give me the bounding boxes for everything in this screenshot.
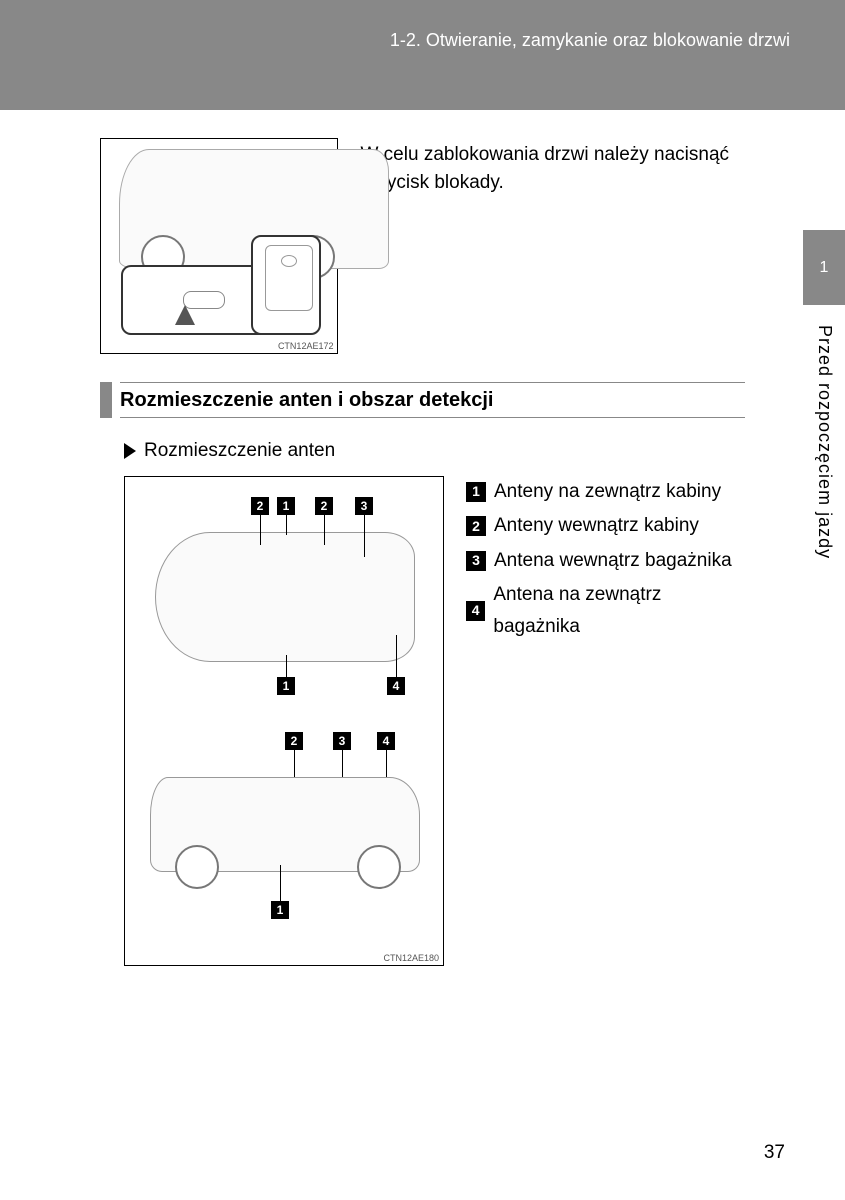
legend-text: Antena na zewnątrz bagażnika [493, 579, 745, 644]
callout-box: 1 [271, 901, 289, 919]
subheading-text: Rozmieszczenie anten [144, 440, 335, 462]
legend-text: Anteny wewnątrz kabiny [494, 510, 699, 542]
antenna-row: 2 1 2 3 1 4 2 3 4 [100, 476, 745, 966]
callout-box: 3 [333, 732, 351, 750]
header-bar: 1-2. Otwieranie, zamykanie oraz blokowan… [0, 0, 845, 110]
legend-list: 1 Anteny na zewnątrz kabiny 2 Anteny wew… [466, 476, 745, 645]
heading-text-wrap: Rozmieszczenie anten i obszar detekcji [120, 382, 745, 418]
press-arrow-icon [175, 305, 195, 325]
section-heading: Rozmieszczenie anten i obszar detekcji [100, 382, 745, 418]
legend-number-box: 4 [466, 601, 485, 621]
figure-code: CTN12AE172 [278, 341, 334, 351]
car-top-view-illustration [155, 532, 415, 662]
legend-item: 1 Anteny na zewnątrz kabiny [466, 476, 745, 508]
heading-stub-icon [100, 382, 112, 418]
legend-text: Antena wewnątrz bagażnika [494, 545, 732, 577]
legend-number-box: 3 [466, 551, 486, 571]
top-row: CTN12AE172 W celu zablokowania drzwi nal… [100, 138, 745, 354]
chapter-number: 1 [820, 259, 829, 277]
wheel-icon [175, 845, 219, 889]
legend-number-box: 1 [466, 482, 486, 502]
legend-item: 2 Anteny wewnątrz kabiny [466, 510, 745, 542]
callout-box: 2 [285, 732, 303, 750]
callout-box: 1 [277, 497, 295, 515]
wheel-icon [357, 845, 401, 889]
triangle-bullet-icon [124, 443, 136, 459]
figure-code: CTN12AE180 [383, 953, 439, 963]
leader-line [396, 635, 397, 677]
leader-line [324, 515, 325, 545]
callout-box: 1 [277, 677, 295, 695]
page-number: 37 [764, 1142, 785, 1164]
callout-box: 2 [315, 497, 333, 515]
figure-antenna-placement: 2 1 2 3 1 4 2 3 4 [124, 476, 444, 966]
leader-line [260, 515, 261, 545]
chapter-tab: 1 [803, 230, 845, 305]
leader-line [286, 515, 287, 535]
leader-line [280, 865, 281, 901]
leader-line [286, 655, 287, 677]
legend-text: Anteny na zewnątrz kabiny [494, 476, 721, 508]
legend-item: 3 Antena wewnątrz bagażnika [466, 545, 745, 577]
header-title: 1-2. Otwieranie, zamykanie oraz blokowan… [390, 30, 790, 50]
page-content: CTN12AE172 W celu zablokowania drzwi nal… [0, 110, 845, 966]
subheading-row: Rozmieszczenie anten [124, 440, 745, 462]
side-section-label: Przed rozpoczęciem jazdy [814, 325, 835, 559]
callout-box: 3 [355, 497, 373, 515]
legend-item: 4 Antena na zewnątrz bagażnika [466, 579, 745, 644]
figure-lock-button: CTN12AE172 [100, 138, 338, 354]
callout-box: 4 [377, 732, 395, 750]
heading-text: Rozmieszczenie anten i obszar detekcji [120, 389, 493, 411]
leader-line [364, 515, 365, 557]
legend-number-box: 2 [466, 516, 486, 536]
callout-box: 2 [251, 497, 269, 515]
smart-key-icon [251, 235, 321, 335]
top-instruction-text: W celu zablokowania drzwi należy nacisną… [360, 138, 745, 196]
callout-box: 4 [387, 677, 405, 695]
